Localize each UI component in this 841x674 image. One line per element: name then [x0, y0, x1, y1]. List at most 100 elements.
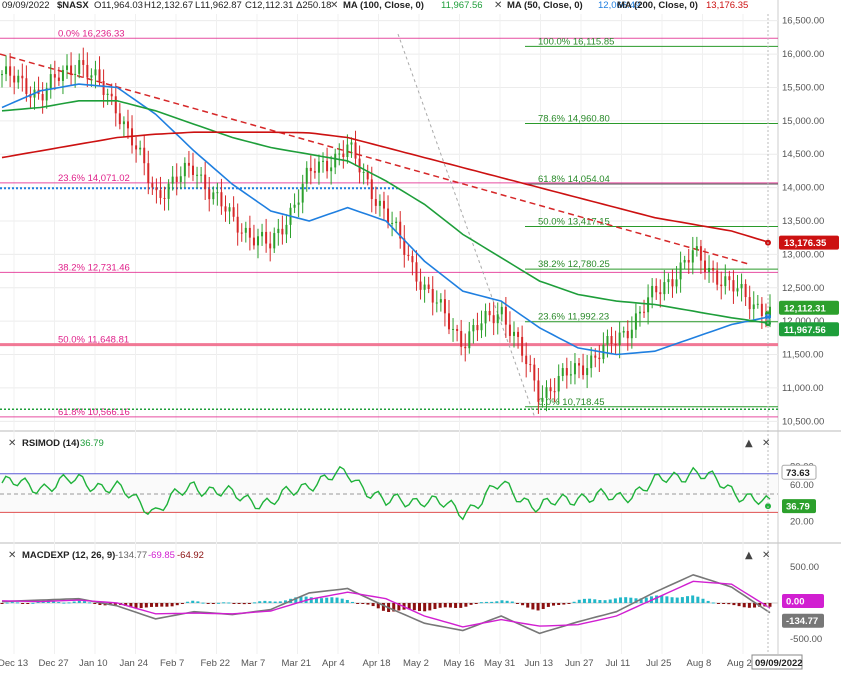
candle-body	[716, 270, 719, 285]
y-tick-label: 14,500.00	[782, 149, 824, 160]
rsi-title: RSIMOD (14)	[22, 438, 80, 449]
close-icon[interactable]: ✕	[8, 438, 16, 449]
macd-histogram-bar	[443, 603, 447, 608]
candle-body	[151, 183, 154, 188]
candle-body	[236, 216, 239, 233]
candle-body	[187, 162, 190, 166]
candle-body	[265, 231, 268, 244]
candle-body	[423, 284, 426, 290]
candle-body	[244, 227, 247, 233]
candle-body	[671, 279, 674, 287]
x-tick-label: Jun 13	[525, 658, 554, 669]
fib-level-label: 0.0% 16,236.33	[58, 28, 125, 39]
candle-body	[740, 283, 743, 289]
y-tick-label: 13,000.00	[782, 249, 824, 260]
ma100-line	[1, 100, 771, 325]
candle-body	[500, 306, 503, 315]
collapse-icon[interactable]: ▲	[745, 550, 753, 561]
macd-histogram-bar	[253, 602, 257, 604]
current-date: 09/09/2022	[755, 658, 803, 669]
trend-line	[397, 33, 536, 419]
macd-histogram-bar	[737, 603, 741, 607]
fib-level-label: 78.6% 14,960.80	[538, 113, 610, 124]
macd-histogram-bar	[325, 597, 329, 603]
candle-body	[313, 171, 316, 173]
candle-body	[387, 208, 390, 224]
macd-histogram-bar	[216, 602, 220, 604]
y-tick-label: 12,500.00	[782, 283, 824, 294]
candle-body	[679, 262, 682, 280]
macd-histogram-bar	[747, 603, 751, 608]
macd-title: MACDEXP (12, 26, 9)	[22, 550, 115, 561]
x-tick-label: Jun 27	[565, 658, 594, 669]
candle-body	[736, 288, 739, 292]
close-icon[interactable]: ✕	[762, 550, 770, 561]
candle-body	[330, 167, 333, 172]
candle-body	[57, 77, 60, 81]
candle-body	[212, 192, 215, 200]
rsi-line	[1, 465, 771, 521]
candle-body	[521, 336, 524, 356]
candle-body	[66, 65, 69, 70]
candle-body	[70, 65, 73, 76]
close-icon[interactable]: ✕	[762, 438, 770, 449]
macd-histogram-bar	[294, 597, 298, 603]
macd-histogram-bar	[577, 599, 581, 603]
candle-body	[281, 228, 284, 235]
macd-histogram-bar	[696, 596, 700, 603]
candle-body	[228, 207, 231, 212]
rsi-value: 36.79	[80, 438, 104, 449]
candle-body	[614, 343, 617, 346]
candle-body	[118, 113, 121, 125]
macd-histogram-bar	[753, 603, 757, 608]
collapse-icon[interactable]: ▲	[745, 438, 753, 449]
candle-body	[508, 324, 511, 336]
header-date: 09/09/2022	[2, 0, 50, 11]
macd-histogram-bar	[428, 603, 432, 611]
close-icon[interactable]: ✕	[330, 0, 338, 11]
price-tag-label: 13,176.35	[784, 238, 827, 249]
candle-body	[573, 363, 576, 375]
macd-line	[1, 573, 771, 635]
macd-histogram-bar	[644, 597, 648, 603]
macd-histogram-bar	[485, 601, 489, 603]
macd-histogram-bar	[345, 599, 349, 603]
macd-histogram-bar	[562, 603, 566, 605]
macd-histogram-bar	[680, 597, 684, 603]
candle-body	[114, 96, 117, 114]
candle-body	[643, 311, 646, 313]
candle-body	[167, 183, 170, 199]
y-tick-label: 11,000.00	[782, 383, 824, 394]
macd-histogram-bar	[412, 603, 416, 611]
candle-body	[435, 302, 438, 304]
macd-tag-box	[782, 594, 824, 608]
macd-histogram-bar	[438, 603, 442, 608]
x-tick-label: May 2	[403, 658, 429, 669]
candle-body	[350, 142, 353, 145]
macd-histogram-bar	[263, 600, 267, 603]
macd-histogram-bar	[768, 603, 772, 607]
candle-body	[537, 380, 540, 402]
candle-body	[334, 153, 337, 168]
ma50-value: 12,066.49	[598, 0, 640, 11]
macd-panel[interactable]	[0, 544, 778, 654]
candle-body	[17, 75, 20, 83]
rsi-band	[0, 473, 778, 513]
macd-histogram-bar	[727, 603, 731, 605]
candle-body	[618, 332, 621, 346]
candle-body	[293, 204, 296, 208]
close-icon[interactable]: ✕	[8, 550, 16, 561]
macd-histogram-bar	[371, 603, 375, 607]
candle-body	[630, 329, 633, 339]
candle-body	[94, 69, 97, 76]
macd-histogram-bar	[268, 601, 272, 603]
macd-histogram-bar	[88, 602, 92, 604]
candle-body	[732, 280, 735, 292]
macd-histogram-bar	[134, 603, 138, 609]
macd-histogram-bar	[314, 598, 318, 603]
candle-body	[496, 314, 499, 324]
close-icon[interactable]: ✕	[494, 0, 502, 11]
candle-body	[196, 174, 199, 176]
macd-histogram-bar	[701, 598, 705, 603]
